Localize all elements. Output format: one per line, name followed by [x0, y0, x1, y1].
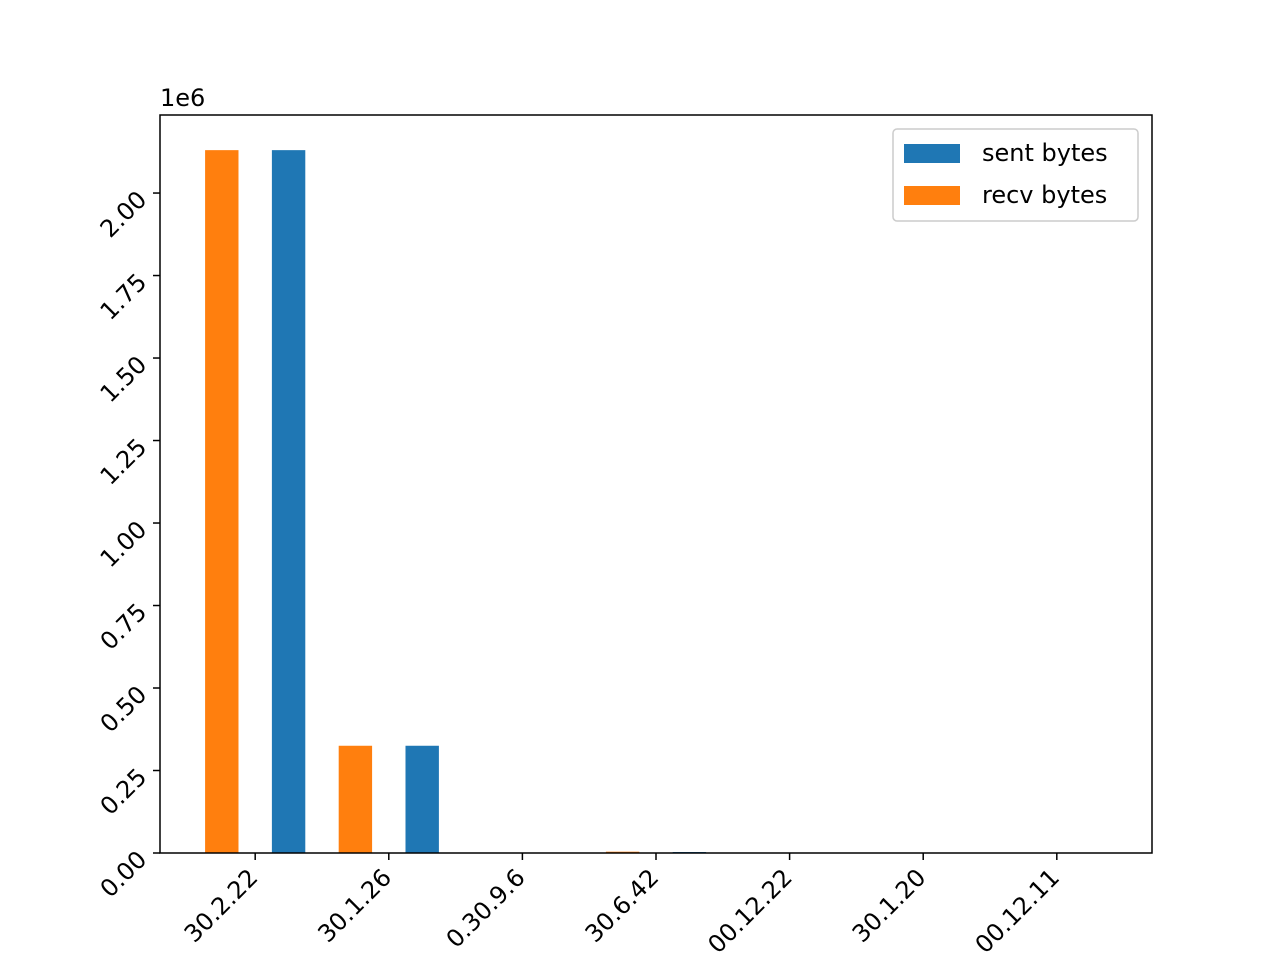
- bar: [271, 150, 306, 854]
- bar: [338, 745, 373, 853]
- y-offset-text: 1e6: [160, 84, 205, 112]
- legend-label: sent bytes: [982, 139, 1108, 167]
- bar: [405, 745, 439, 853]
- legend-swatch: [904, 186, 960, 205]
- legend-swatch: [904, 144, 960, 163]
- legend-label: recv bytes: [982, 181, 1107, 209]
- bar: [205, 150, 239, 854]
- plot-frame: [159, 114, 1153, 854]
